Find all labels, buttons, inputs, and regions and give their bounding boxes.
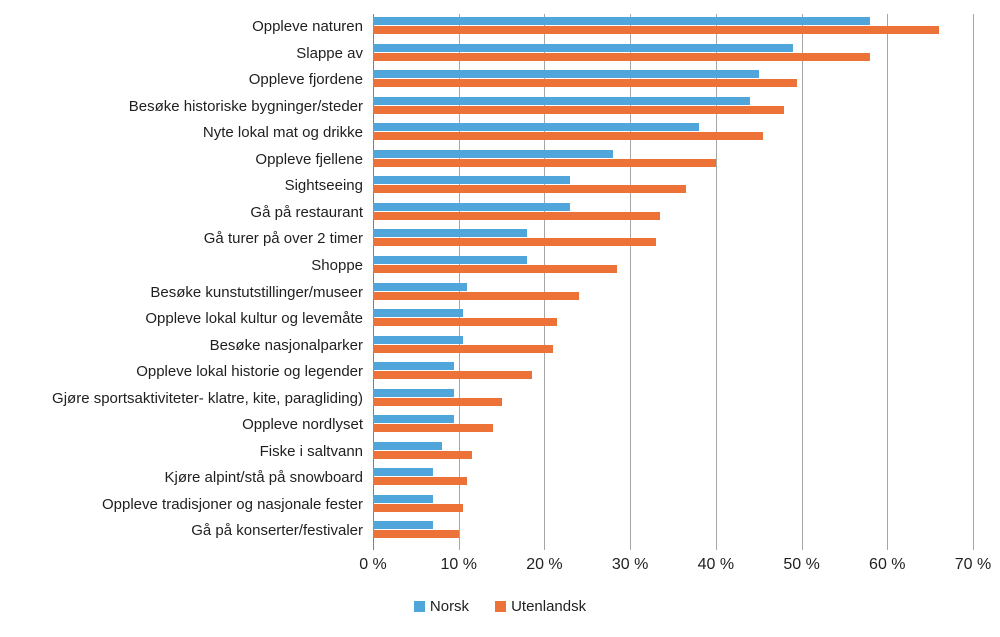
- bar-norsk: [373, 362, 455, 371]
- bar-norsk: [373, 202, 571, 211]
- gridline: [715, 14, 717, 550]
- gridline: [887, 14, 889, 550]
- x-tick-label: 50 %: [783, 556, 820, 573]
- bar-utenlandsk: [373, 371, 532, 380]
- bar-utenlandsk: [373, 318, 558, 327]
- category-label: Oppleve fjordene: [248, 71, 363, 89]
- category-label: Gå på konserter/festivaler: [191, 522, 363, 540]
- category-label: Shoppe: [311, 256, 363, 274]
- legend-swatch-utenlandsk-icon: [495, 601, 507, 612]
- bar-norsk: [373, 335, 463, 344]
- gridline: [801, 14, 803, 550]
- bar-utenlandsk: [373, 264, 618, 273]
- category-label: Oppleve tradisjoner og nasjonale fester: [102, 495, 363, 513]
- category-label: Oppleve naturen: [252, 18, 363, 35]
- category-label: Oppleve nordlyset: [242, 416, 363, 434]
- x-tick-label: 0 %: [359, 556, 387, 573]
- category-label: Oppleve lokal kultur og levemåte: [145, 310, 363, 328]
- category-label: Gå turer på over 2 timer: [203, 230, 363, 248]
- gridline: [544, 14, 546, 550]
- bar-norsk: [373, 176, 571, 185]
- bar-utenlandsk: [373, 132, 763, 141]
- bar-norsk: [373, 441, 442, 450]
- category-label: Nyte lokal mat og drikke: [202, 124, 363, 142]
- legend-item-norsk: Norsk: [413, 598, 470, 615]
- category-label: Sightseeing: [284, 177, 363, 195]
- bar-utenlandsk: [373, 450, 472, 459]
- x-tick-label: 20 %: [526, 556, 563, 573]
- bar-utenlandsk: [373, 477, 468, 486]
- bar-norsk: [373, 494, 433, 503]
- bar-norsk: [373, 255, 528, 264]
- category-label: Kjøre alpint/stå på snowboard: [164, 469, 363, 487]
- bar-norsk: [373, 468, 433, 477]
- legend-item-utenlandsk: Utenlandsk: [495, 598, 586, 615]
- bar-norsk: [373, 229, 528, 238]
- gridline: [973, 14, 974, 550]
- bar-norsk: [373, 388, 455, 397]
- category-label: Oppleve lokal historie og legender: [136, 363, 363, 381]
- bar-utenlandsk: [373, 424, 493, 433]
- bar-utenlandsk: [373, 211, 661, 220]
- x-tick-label: 10 %: [440, 556, 477, 573]
- bar-norsk: [373, 123, 699, 132]
- category-label: Gjøre sportsaktiviteter- klatre, kite, p…: [52, 389, 363, 407]
- category-label: Fiske i saltvann: [259, 442, 363, 460]
- bar-utenlandsk: [373, 52, 871, 61]
- bar-norsk: [373, 17, 871, 25]
- x-tick-label: 40 %: [697, 556, 735, 573]
- legend-label-utenlandsk: Utenlandsk: [511, 598, 587, 615]
- category-label: Oppleve fjellene: [255, 150, 363, 168]
- gridline: [458, 14, 460, 550]
- bar-utenlandsk: [373, 503, 463, 512]
- bar-norsk: [373, 43, 793, 52]
- category-label: Besøke kunstutstillinger/museer: [150, 283, 363, 301]
- legend-label-norsk: Norsk: [429, 598, 470, 615]
- bar-utenlandsk: [373, 105, 785, 114]
- category-label: Slappe av: [296, 44, 363, 62]
- x-tick-label: 70 %: [954, 556, 992, 573]
- x-tick-label: 30 %: [611, 556, 649, 573]
- bar-norsk: [373, 70, 759, 79]
- bar-norsk: [373, 521, 433, 530]
- x-tick-label: 60 %: [869, 556, 906, 573]
- category-label: Besøke historiske bygninger/steder: [128, 97, 363, 115]
- bar-norsk: [373, 96, 751, 105]
- gridline: [630, 14, 632, 550]
- bar-utenlandsk: [373, 158, 716, 167]
- bar-utenlandsk: [373, 344, 553, 353]
- legend-swatch-norsk-icon: [413, 601, 425, 612]
- category-label: Gå på restaurant: [250, 203, 363, 221]
- bar-norsk: [373, 282, 468, 291]
- bar-utenlandsk: [373, 530, 459, 539]
- bar-norsk: [373, 309, 463, 318]
- bar-utenlandsk: [373, 238, 656, 247]
- bar-norsk: [373, 149, 613, 158]
- bar-utenlandsk: [373, 79, 798, 88]
- bar-norsk: [373, 415, 455, 424]
- bar-utenlandsk: [373, 291, 579, 300]
- axis-line: [373, 14, 374, 550]
- bar-utenlandsk: [373, 26, 939, 34]
- bar-utenlandsk: [373, 185, 686, 194]
- category-label: Besøke nasjonalparker: [209, 336, 363, 354]
- legend: Norsk Utenlandsk: [0, 598, 1000, 615]
- bar-utenlandsk: [373, 397, 502, 406]
